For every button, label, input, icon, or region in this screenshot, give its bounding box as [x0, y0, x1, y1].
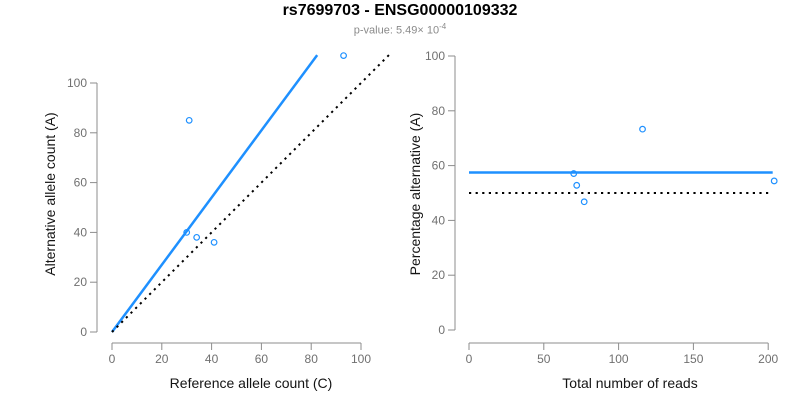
data-point	[580, 198, 588, 206]
y-tick-label: 0	[438, 323, 445, 337]
y-tick-label: 80	[432, 104, 446, 118]
x-tick-label: 0	[109, 352, 116, 366]
identity-line	[111, 53, 391, 333]
x-tick-label: 80	[305, 352, 319, 366]
data-point	[183, 228, 191, 236]
data-point	[570, 170, 578, 177]
data-point	[340, 52, 347, 60]
fit-line	[110, 54, 319, 333]
x-axis-title: Reference allele count (C)	[170, 375, 333, 391]
y-axis-title: Alternative allele count (A)	[42, 112, 58, 275]
data-point	[185, 116, 193, 124]
right-plot: 0 20 40 60 80 100 0 50 100 150 200 Total number of …	[407, 49, 779, 391]
y-tick-label: 40	[74, 225, 88, 239]
y-tick-label: 0	[80, 325, 87, 339]
x-tick-label: 100	[609, 352, 629, 366]
x-tick-label: 0	[466, 352, 473, 366]
y-tick-label: 40	[432, 213, 446, 227]
data-point	[573, 181, 581, 189]
data-point	[210, 238, 218, 246]
x-tick-label: 200	[758, 352, 778, 366]
y-tick-label: 100	[67, 76, 87, 90]
p-value-text: p-value: 5.49× 10	[353, 24, 440, 37]
x-tick-label: 50	[537, 352, 551, 366]
x-tick-label: 150	[683, 352, 703, 366]
data-point	[639, 125, 646, 133]
y-axis-title: Percentage alternative (A)	[407, 113, 423, 276]
p-value-subtitle: p-value: 5.49× 10-4	[0, 22, 800, 37]
x-tick-label: 60	[255, 352, 269, 366]
y-tick-label: 20	[432, 268, 446, 282]
y-tick-label: 80	[74, 126, 88, 140]
left-plot: 0 20 40 60 80 100 0 20 40 60 80 100 Reference allele…	[42, 52, 391, 391]
p-value-exponent: -4	[439, 22, 447, 31]
x-tick-label: 40	[205, 352, 219, 366]
x-tick-label: 20	[155, 352, 169, 366]
x-tick-label: 100	[351, 352, 371, 366]
x-axis-title: Total number of reads	[562, 375, 697, 391]
data-point	[770, 177, 778, 185]
y-tick-label: 60	[432, 159, 446, 173]
data-point	[193, 233, 201, 241]
y-tick-label: 60	[74, 176, 88, 190]
page-title: rs7699703 - ENSG00000109332	[282, 2, 518, 19]
y-tick-label: 20	[74, 275, 88, 289]
y-tick-label: 100	[425, 49, 445, 63]
